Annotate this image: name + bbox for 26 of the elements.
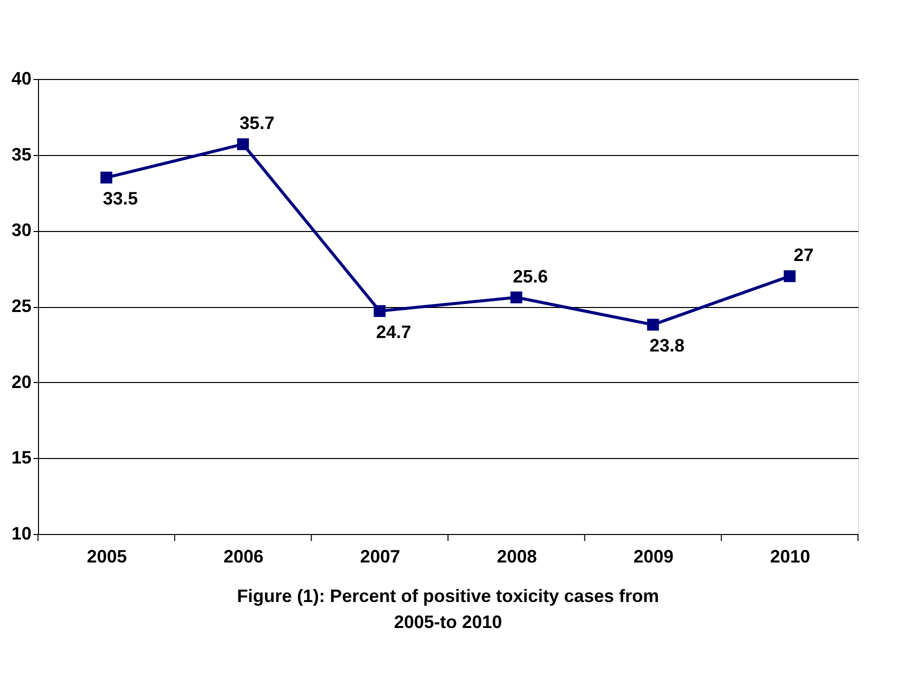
y-tick-label: 30 — [11, 220, 32, 240]
y-tick-label: 35 — [11, 144, 32, 164]
data-label: 23.8 — [649, 336, 685, 356]
data-label: 24.7 — [376, 322, 412, 342]
y-tick-label: 15 — [11, 448, 32, 468]
data-label: 27 — [794, 245, 814, 266]
text: Figure (1): Percent of positive toxicity cases from 2005-to 2010 — [236, 586, 660, 632]
y-tick-label: 20 — [11, 372, 32, 392]
point — [784, 270, 796, 282]
y-tick-label: 10 — [11, 524, 32, 544]
data-label: 35.7 — [239, 113, 275, 134]
x-tick-label: 2007 — [360, 546, 400, 566]
x-tick-label: 2010 — [770, 546, 810, 566]
point — [237, 138, 249, 150]
y-tick-label: 25 — [11, 296, 32, 316]
x-tick-label: 2005 — [86, 546, 127, 566]
point — [510, 291, 522, 304]
x-tick-label: 2009 — [633, 546, 674, 566]
x-tick-label: 2006 — [223, 546, 264, 566]
data-label: 25.6 — [512, 266, 548, 286]
y-tick-label: 40 — [11, 68, 32, 88]
x-tick-label: 2008 — [496, 546, 537, 566]
data-label: 33.5 — [102, 188, 138, 209]
point — [647, 318, 659, 331]
point — [100, 172, 112, 184]
point — [374, 305, 386, 317]
